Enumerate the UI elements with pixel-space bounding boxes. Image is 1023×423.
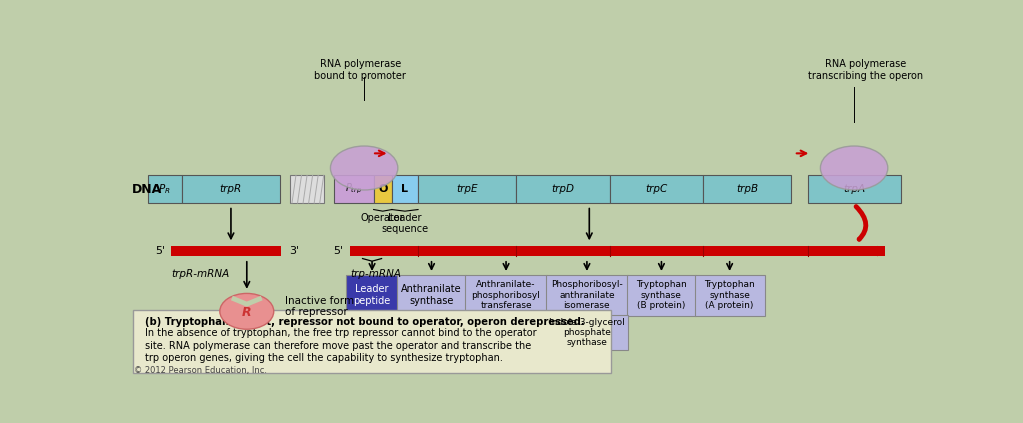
Text: Anthranilate
synthase: Anthranilate synthase [401, 284, 461, 306]
Bar [704, 176, 791, 203]
Text: Phosphoribosyl-
anthranilate
isomerase: Phosphoribosyl- anthranilate isomerase [551, 280, 623, 310]
Bar [392, 176, 418, 203]
Text: In the absence of tryptophan, the free trp repressor cannot bind to the operator: In the absence of tryptophan, the free t… [145, 328, 537, 338]
FancyBboxPatch shape [545, 275, 628, 316]
Text: Indole 3-glycerol
phosphate
synthase: Indole 3-glycerol phosphate synthase [549, 318, 625, 347]
Text: trpE: trpE [456, 184, 478, 194]
Ellipse shape [330, 146, 398, 190]
Bar [517, 176, 610, 203]
FancyArrowPatch shape [856, 206, 865, 239]
Polygon shape [877, 246, 897, 256]
FancyBboxPatch shape [545, 315, 628, 350]
Text: trpD: trpD [551, 184, 575, 194]
Bar [147, 176, 182, 203]
Text: trpC: trpC [646, 184, 668, 194]
Text: RNA polymerase
bound to promoter: RNA polymerase bound to promoter [314, 59, 406, 80]
Text: $P_{trp}$: $P_{trp}$ [345, 182, 362, 196]
Ellipse shape [220, 294, 274, 329]
Text: DNA: DNA [132, 183, 162, 196]
FancyBboxPatch shape [626, 275, 697, 316]
Bar [808, 176, 901, 203]
Text: $P_R$: $P_R$ [159, 182, 171, 196]
Bar [291, 176, 324, 203]
Text: trp operon genes, giving the cell the capability to synthesize tryptophan.: trp operon genes, giving the cell the ca… [145, 353, 503, 363]
Text: 5': 5' [333, 246, 344, 256]
Bar [885, 245, 901, 257]
Text: site. RNA polymerase can therefore move past the operator and transcribe the: site. RNA polymerase can therefore move … [145, 341, 532, 351]
Bar [350, 246, 897, 256]
Bar [333, 176, 373, 203]
Ellipse shape [820, 146, 888, 190]
Text: © 2012 Pearson Education, Inc.: © 2012 Pearson Education, Inc. [134, 365, 267, 374]
FancyBboxPatch shape [695, 275, 764, 316]
FancyBboxPatch shape [133, 310, 611, 373]
Text: (b) Tryptophan absent, repressor not bound to operator, operon derepressed.: (b) Tryptophan absent, repressor not bou… [145, 317, 585, 327]
Bar [418, 176, 517, 203]
Text: trp-mRNA: trp-mRNA [350, 269, 401, 279]
Text: 3': 3' [288, 246, 299, 256]
Text: L: L [401, 184, 408, 194]
Text: Leader
peptide: Leader peptide [353, 284, 391, 306]
Text: Leader
sequence: Leader sequence [382, 213, 429, 234]
Text: Tryptophan
synthase
(A protein): Tryptophan synthase (A protein) [704, 280, 755, 310]
Text: Anthranilate-
phosphoribosyl
transferase: Anthranilate- phosphoribosyl transferase [472, 280, 540, 310]
Text: Tryptophan
synthase
(B protein): Tryptophan synthase (B protein) [636, 280, 686, 310]
Text: trpR-mRNA: trpR-mRNA [172, 269, 230, 279]
Text: Inactive form
of repressor: Inactive form of repressor [284, 296, 354, 317]
Text: R: R [242, 306, 252, 319]
FancyBboxPatch shape [346, 275, 398, 316]
Text: 5': 5' [155, 246, 165, 256]
Bar [172, 246, 281, 256]
Bar [610, 176, 704, 203]
Bar [373, 176, 392, 203]
FancyBboxPatch shape [397, 275, 466, 316]
FancyBboxPatch shape [464, 275, 547, 316]
Text: trpA: trpA [843, 184, 865, 194]
Text: trpB: trpB [736, 184, 758, 194]
Text: O: O [379, 184, 388, 194]
Bar [182, 176, 280, 203]
Text: Operator: Operator [361, 213, 404, 223]
Text: trpR: trpR [220, 184, 242, 194]
Text: RNA polymerase
transcribing the operon: RNA polymerase transcribing the operon [808, 59, 924, 80]
